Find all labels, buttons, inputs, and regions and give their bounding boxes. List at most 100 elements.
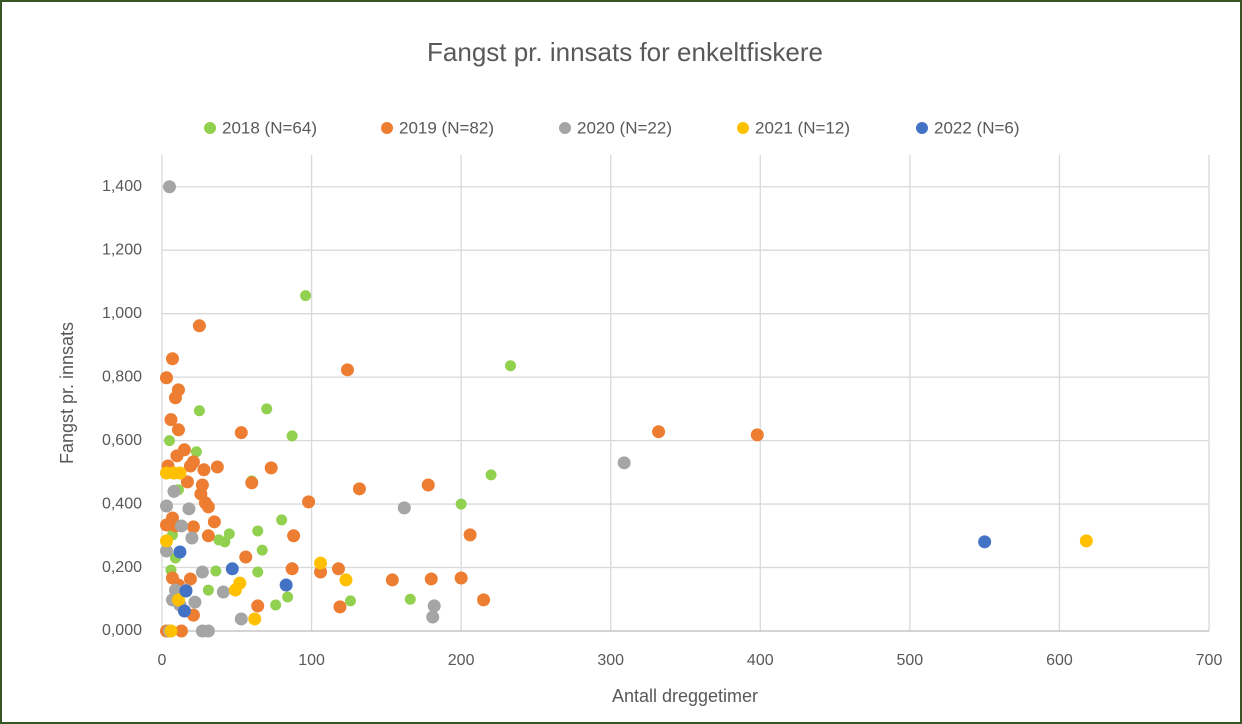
scatter-point [173,545,187,559]
scatter-point [207,515,221,529]
scatter-point [404,593,416,605]
scatter-point [333,600,347,614]
scatter-point [248,612,262,626]
scatter-point [477,593,491,607]
legend-label: 2019 (N=82) [399,118,494,137]
scatter-point [210,565,222,577]
scatter-point [165,571,179,585]
legend-label: 2018 (N=64) [222,118,317,137]
scatter-point [385,573,399,587]
scatter-point [463,528,477,542]
scatter-point [617,456,631,470]
scatter-point [168,583,182,597]
scatter-point [186,520,200,534]
scatter-point [397,501,411,515]
x-tick-label: 500 [897,652,924,669]
x-tick-label: 0 [158,652,167,669]
legend-marker [737,122,749,134]
scatter-point [174,624,188,638]
scatter-point [282,591,294,603]
scatter-point [285,562,299,576]
scatter-point [256,544,268,556]
scatter-point [245,476,259,490]
scatter-point [454,571,468,585]
scatter-point [183,572,197,586]
scatter-point [225,562,239,576]
scatter-point [750,428,764,442]
scatter-point [239,550,253,564]
scatter-point [180,475,194,489]
scatter-point [188,595,202,609]
scatter-point [159,544,173,558]
scatter-point [201,624,215,638]
scatter-point [168,391,182,405]
scatter-point [201,500,215,514]
scatter-point [264,461,278,475]
scatter-point [190,446,202,458]
scatter-point [261,403,273,415]
y-tick-label: 0,200 [102,559,142,576]
scatter-point [331,562,345,576]
scatter-point [159,371,173,385]
scatter-point [159,534,173,548]
y-tick-label: 0,400 [102,495,142,512]
x-tick-label: 400 [747,652,774,669]
scatter-point [171,423,185,437]
scatter-point [234,426,248,440]
scatter-point [505,360,517,372]
scatter-point [228,583,242,597]
scatter-point [339,573,353,587]
scatter-point [252,566,264,578]
legend-marker [916,122,928,134]
scatter-point [234,612,248,626]
scatter-point [171,593,185,607]
scatter-point [426,610,440,624]
scatter-point [251,599,265,613]
x-axis-label: Antall dreggetimer [612,686,758,706]
scatter-point [279,578,293,592]
scatter-point [652,425,666,439]
scatter-point [197,463,211,477]
scatter-point [216,585,230,599]
scatter-point [314,556,328,570]
scatter-point [183,459,197,473]
y-tick-label: 0,000 [102,622,142,639]
scatter-point [485,469,497,481]
scatter-point [276,514,288,526]
scatter-point [1079,534,1093,548]
x-tick-label: 600 [1046,652,1073,669]
scatter-point [163,435,175,447]
scatter-point [170,449,184,463]
legend-label: 2020 (N=22) [577,118,672,137]
scatter-point [219,536,231,548]
scatter-point [340,363,354,377]
legend-label: 2021 (N=12) [755,118,850,137]
x-tick-label: 300 [597,652,624,669]
scatter-point [344,595,356,607]
scatter-point [174,519,188,533]
scatter-point [421,478,435,492]
chart-title: Fangst pr. innsats for enkeltfiskere [427,37,823,67]
scatter-point [424,572,438,586]
scatter-point [179,584,193,598]
scatter-point [302,495,316,509]
scatter-point [167,466,181,480]
scatter-point [252,525,264,537]
y-tick-label: 0,600 [102,432,142,449]
scatter-point [314,565,328,579]
scatter-point [167,484,181,498]
scatter-point [159,499,173,513]
scatter-point [287,529,301,543]
legend-marker [204,122,216,134]
scatter-point [202,584,214,596]
scatter-point [177,604,191,618]
scatter-point [164,624,178,638]
scatter-point [185,531,199,545]
scatter-point [192,319,206,333]
scatter-point [164,413,178,427]
y-tick-label: 1,400 [102,178,142,195]
scatter-point [270,599,282,611]
scatter-point [455,498,467,510]
